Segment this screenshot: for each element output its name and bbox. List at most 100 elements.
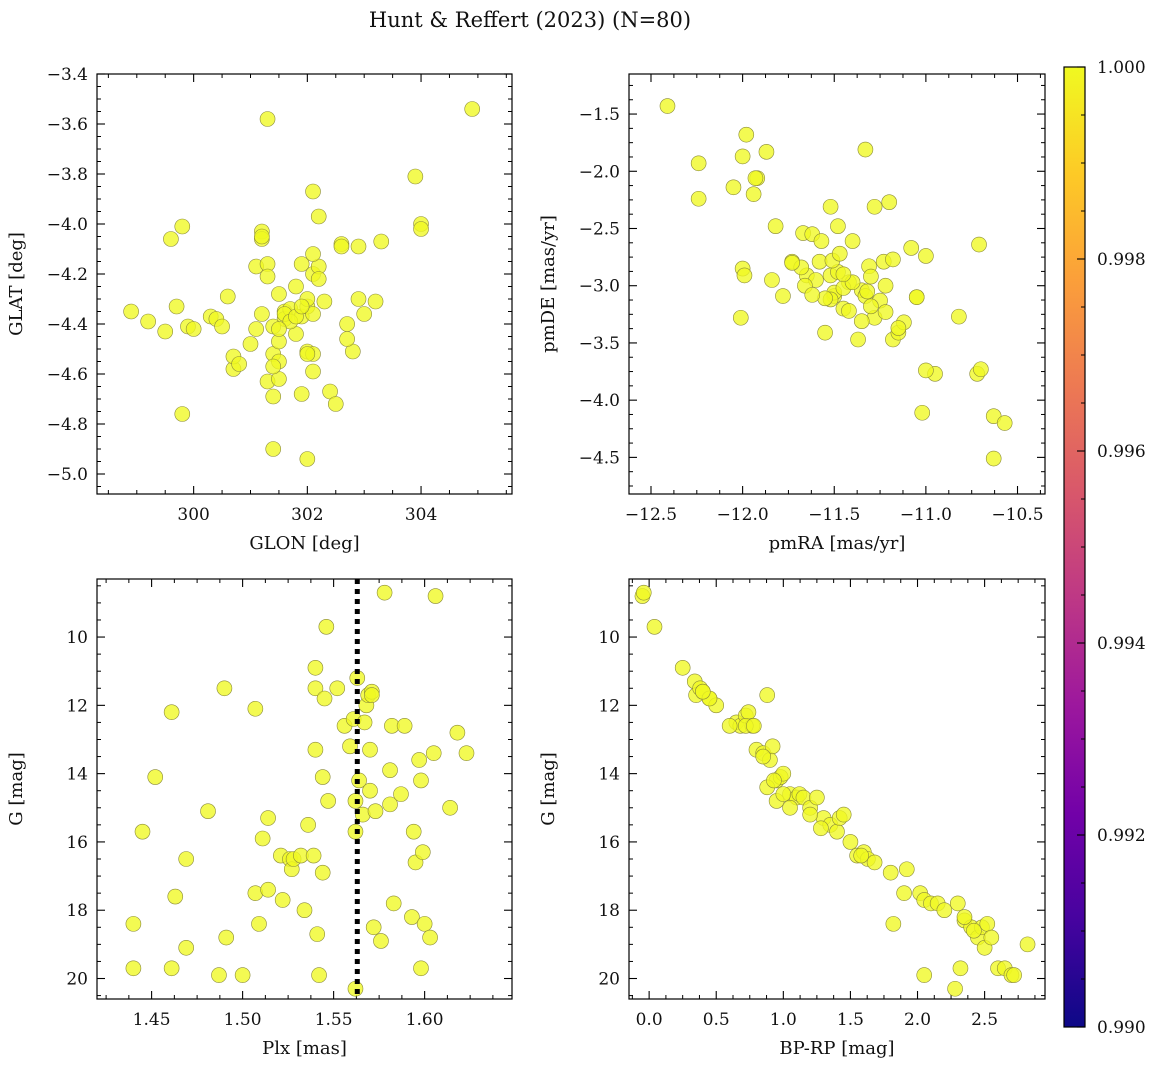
data-point	[367, 803, 384, 819]
data-point	[259, 111, 276, 127]
data-point	[745, 718, 762, 734]
data-point	[427, 588, 444, 604]
data-point	[147, 769, 164, 785]
y-tick-label: 12	[598, 696, 620, 716]
data-point	[736, 267, 753, 284]
data-point	[405, 823, 422, 840]
data-point	[464, 101, 481, 117]
data-point	[385, 895, 402, 912]
data-point	[885, 916, 902, 932]
data-point	[766, 772, 782, 789]
data-point	[646, 619, 663, 635]
data-point	[659, 98, 676, 114]
data-point	[307, 659, 324, 676]
data-point	[251, 916, 267, 932]
axes-frame	[96, 578, 513, 1000]
data-point	[764, 738, 781, 755]
data-point	[248, 321, 264, 337]
data-point	[635, 584, 652, 601]
y-tick-label: 18	[66, 901, 88, 921]
data-point	[449, 724, 466, 741]
data-point	[416, 916, 433, 932]
data-point	[305, 246, 321, 262]
y-axis-label: GLAT [deg]	[6, 232, 27, 336]
data-point	[830, 218, 846, 235]
data-point	[442, 799, 458, 816]
data-point	[254, 306, 270, 322]
data-point	[411, 752, 427, 768]
data-point	[342, 738, 358, 755]
data-point	[311, 967, 327, 983]
data-point	[822, 198, 839, 215]
axes-frame	[96, 73, 513, 495]
data-point	[307, 741, 324, 758]
data-point	[219, 288, 236, 305]
data-point	[422, 929, 438, 946]
data-point	[903, 240, 920, 256]
y-tick-label: −3.0	[579, 277, 620, 297]
data-point	[425, 745, 442, 761]
data-point	[835, 266, 852, 283]
y-tick-label: −4.0	[47, 215, 88, 235]
data-point	[174, 218, 191, 235]
data-point	[314, 864, 331, 881]
data-point	[734, 148, 751, 165]
data-point	[971, 236, 987, 253]
data-point	[271, 321, 287, 337]
data-point	[185, 321, 202, 337]
data-point	[260, 881, 276, 898]
data-point	[234, 967, 251, 983]
data-point	[853, 313, 870, 329]
data-point	[813, 233, 830, 249]
colorbar: 0.990 0.992 0.994 0.996 0.998 1.000	[1063, 58, 1146, 1038]
data-point	[813, 820, 829, 837]
data-point	[218, 929, 235, 946]
data-point	[123, 303, 139, 320]
data-point	[310, 208, 327, 225]
y-tick-label: −2.5	[579, 219, 620, 239]
colorbar-tick-label: 1.000	[1097, 58, 1146, 78]
y-tick-label: 10	[66, 628, 88, 648]
data-point	[831, 245, 848, 262]
x-tick-label: −12.5	[625, 505, 677, 525]
x-axis-label: GLON [deg]	[249, 533, 359, 554]
data-point	[382, 796, 398, 813]
y-tick-label: −4.0	[579, 391, 620, 411]
data-point	[809, 789, 825, 806]
data-point	[316, 690, 333, 707]
x-tick-label: −11.0	[900, 505, 952, 525]
figure-title: Hunt & Reffert (2023) (N=80)	[369, 8, 691, 32]
data-point	[265, 388, 282, 405]
data-point	[947, 980, 963, 997]
data-point	[254, 830, 271, 847]
data-point	[396, 718, 413, 734]
x-tick-label: 304	[405, 505, 437, 525]
data-point	[413, 960, 429, 977]
data-point	[316, 293, 333, 310]
data-point	[951, 308, 967, 325]
data-point	[784, 255, 800, 271]
y-tick-label: 16	[66, 833, 88, 853]
data-point	[216, 680, 233, 697]
colorbar-tick-label: 0.998	[1097, 250, 1146, 270]
x-axis-label: pmRA [mas/yr]	[769, 533, 906, 554]
data-point	[918, 248, 934, 264]
data-point	[174, 406, 191, 422]
data-point	[764, 272, 780, 288]
y-tick-label: −2.0	[579, 162, 620, 182]
y-axis-label: G [mag]	[538, 752, 559, 825]
points-bprp-g	[634, 584, 1036, 997]
x-tick-label: 302	[291, 505, 323, 525]
data-point	[863, 298, 879, 315]
panel-plx-g: 1.45 1.50 1.55 1.60 10 12 14 16 18 20 Plx [mas] G […	[6, 578, 513, 1059]
data-point	[305, 306, 321, 322]
data-point	[307, 680, 324, 697]
data-point	[775, 786, 792, 802]
data-point	[952, 960, 969, 977]
data-point	[863, 268, 879, 285]
data-point	[413, 772, 429, 789]
y-tick-label: 20	[66, 970, 88, 990]
data-point	[288, 278, 304, 295]
data-point	[966, 922, 982, 939]
data-point	[914, 404, 931, 421]
